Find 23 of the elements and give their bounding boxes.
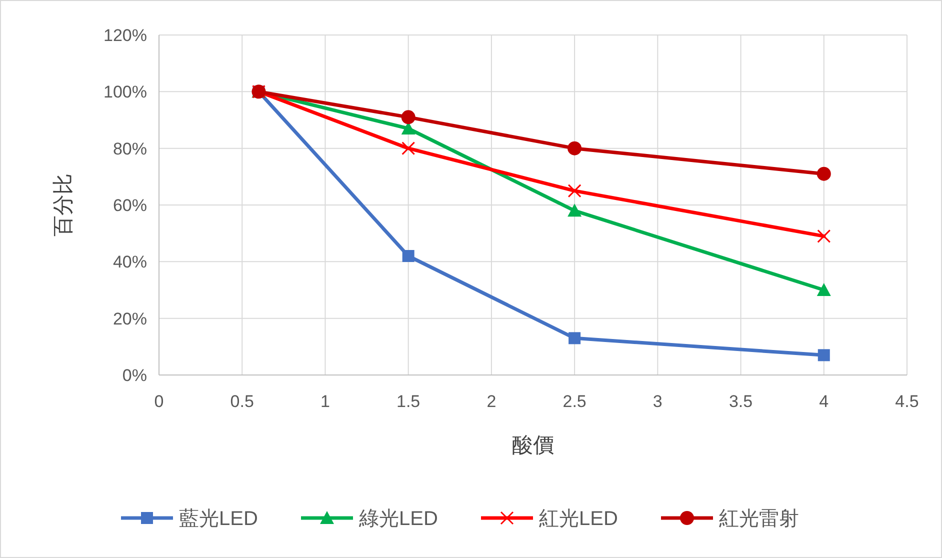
x-tick-label: 2 (486, 392, 496, 411)
y-tick-label: 100% (104, 82, 147, 102)
x-tick-label: 0.5 (230, 392, 254, 411)
legend-label: 紅光雷射 (719, 508, 799, 530)
legend-label: 綠光LED (358, 508, 438, 530)
x-tick-label: 2.5 (562, 392, 586, 411)
x-tick-label: 4 (819, 392, 829, 411)
x-tick-label: 1.5 (396, 392, 420, 411)
y-tick-label: 60% (112, 196, 147, 215)
y-tick-label: 40% (112, 252, 147, 272)
y-tick-label: 20% (112, 309, 147, 328)
legend-label: 紅光LED (539, 508, 618, 530)
x-tick-label: 3 (652, 392, 662, 411)
x-tick-label: 1 (320, 392, 330, 411)
x-tick-label: 0 (154, 392, 164, 411)
x-axis-title: 酸價 (512, 434, 554, 457)
y-tick-label: 120% (104, 26, 147, 45)
x-tick-label: 4.5 (895, 392, 919, 411)
y-tick-label: 0% (122, 366, 147, 385)
x-tick-label: 3.5 (728, 392, 753, 411)
y-axis-title: 百分比 (52, 174, 75, 236)
legend-label: 藍光LED (179, 508, 258, 530)
y-tick-label: 80% (112, 139, 147, 158)
